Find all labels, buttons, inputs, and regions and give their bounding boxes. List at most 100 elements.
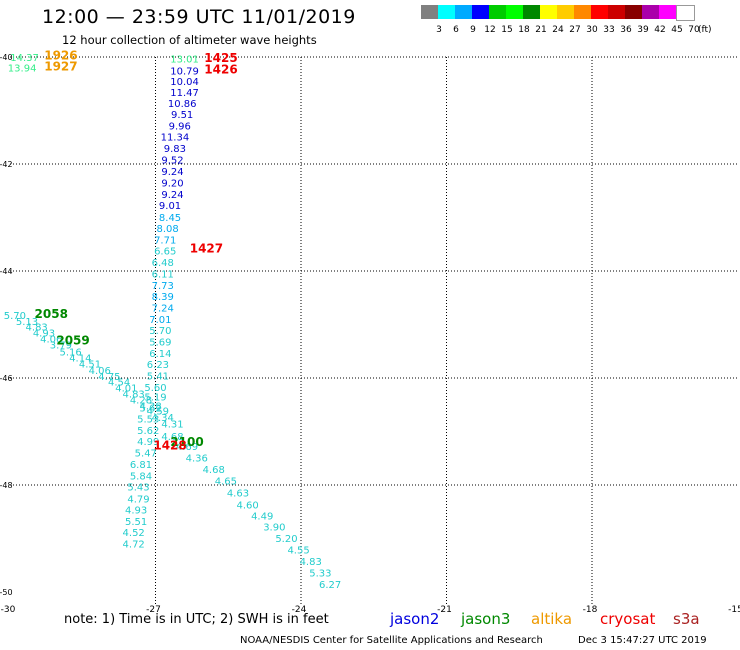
wave-height-label: 5.84	[130, 471, 152, 482]
footnote: note: 1) Time is in UTC; 2) SWH is in fe…	[64, 612, 329, 627]
y-axis-tick-label: -42	[0, 160, 13, 169]
wave-height-label: 4.60	[237, 500, 259, 511]
wave-height-label: 4.01	[115, 384, 137, 395]
scale-swatch	[455, 5, 472, 19]
x-axis-tick-label: -18	[583, 605, 598, 615]
wave-height-label: 7.71	[154, 235, 176, 246]
wave-height-label: 4.31	[161, 419, 183, 430]
wave-height-label: 4.49	[251, 511, 273, 522]
scale-swatch	[557, 5, 574, 19]
wave-height-label: 4.83	[300, 557, 322, 568]
pass-time-label: 1926	[44, 48, 77, 62]
wave-height-label: 6.23	[147, 360, 169, 371]
pass-time-label: 2059	[56, 334, 89, 348]
satellite-legend-jason3: jason3	[461, 610, 511, 628]
satellite-legend-cryosat: cryosat	[600, 610, 656, 628]
scale-label: 33	[603, 25, 615, 35]
scale-swatch	[591, 5, 608, 19]
credit-line: NOAA/NESDIS Center for Satellite Applica…	[240, 635, 543, 646]
wave-height-label: 5.47	[135, 448, 157, 459]
scale-swatch	[506, 5, 523, 19]
wave-height-label: 4.59	[147, 407, 169, 418]
x-axis-tick-label: -24	[292, 605, 307, 615]
x-axis-tick-label: -15	[728, 605, 740, 615]
wave-height-label: 5.41	[147, 371, 169, 382]
scale-label: 27	[569, 25, 581, 35]
wave-height-label: 5.70	[149, 326, 171, 337]
wave-height-label: 4.54	[108, 378, 130, 389]
wave-height-label: 8.08	[156, 224, 178, 235]
scale-swatch	[540, 5, 557, 19]
wave-height-label: 4.36	[186, 454, 208, 465]
wave-height-label: 6.27	[319, 580, 341, 591]
x-axis-tick-label: -30	[1, 605, 16, 615]
scale-label: 39	[637, 25, 649, 35]
x-axis-tick-label: -27	[146, 605, 161, 615]
scale-label: 30	[586, 25, 598, 35]
wave-height-label: 4.51	[79, 360, 101, 371]
pass-time-label: 2100	[170, 435, 203, 449]
wave-height-label: 4.06	[89, 366, 111, 377]
scale-swatch	[574, 5, 591, 19]
wave-height-label: 9.24	[161, 167, 183, 178]
scale-swatch	[676, 5, 695, 21]
wave-height-label: 4.63	[227, 488, 249, 499]
scale-swatch	[642, 5, 659, 19]
wave-height-label: 5.62	[140, 403, 162, 414]
wave-height-label: 5.13	[16, 317, 38, 328]
pass-time-label: 1428	[153, 438, 186, 452]
wave-height-label: 4.79	[127, 494, 149, 505]
scale-label: 15	[501, 25, 513, 35]
wave-height-label: 11.34	[161, 133, 190, 144]
wave-height-label: 4.93	[33, 329, 55, 340]
wave-height-label: 4.14	[69, 354, 91, 365]
wave-height-label: 14.37	[10, 53, 39, 64]
satellite-legend-s3a: s3a	[673, 610, 700, 628]
generated-timestamp: Dec 3 15:47:27 UTC 2019	[578, 635, 707, 646]
wave-height-label: 3.90	[263, 523, 285, 534]
scale-label: 24	[552, 25, 564, 35]
wave-height-label: 4.28	[130, 395, 152, 406]
wave-height-label: 7.73	[152, 281, 174, 292]
wave-height-label: 5.62	[137, 426, 159, 437]
wave-height-label: 6.48	[152, 258, 174, 269]
wave-height-label: 5.33	[309, 569, 331, 580]
scale-label: 45	[671, 25, 683, 35]
wave-height-label: 9.24	[161, 190, 183, 201]
wave-height-label: 6.11	[152, 270, 174, 281]
scale-swatch	[438, 5, 455, 19]
wave-height-label: 5.51	[125, 517, 147, 528]
wave-height-label: 5.70	[4, 311, 26, 322]
scale-swatch	[659, 5, 676, 19]
pass-time-label: 1425	[204, 51, 237, 65]
wave-height-label: 5.69	[149, 338, 171, 349]
wave-height-label: 5.53	[137, 415, 159, 426]
wave-height-label: 9.01	[159, 201, 181, 212]
wave-height-label: 4.55	[287, 546, 309, 557]
wave-height-label: 9.51	[171, 110, 193, 121]
wave-height-label: 6.14	[149, 349, 171, 360]
wave-height-label: 4.52	[123, 528, 145, 539]
wave-height-label: 10.79	[170, 66, 199, 77]
scale-swatch	[608, 5, 625, 19]
y-axis-tick-label: -50	[0, 588, 13, 597]
scale-swatch	[472, 5, 489, 19]
wave-height-label: 9.20	[161, 179, 183, 190]
pass-time-label: 1927	[44, 60, 77, 74]
wave-height-label: 9.52	[161, 156, 183, 167]
wave-height-label: 4.65	[215, 477, 237, 488]
wave-height-label: 6.65	[154, 247, 176, 258]
pass-time-label: 1426	[204, 62, 237, 76]
x-axis-tick-label: -21	[437, 605, 452, 615]
y-axis-tick-label: -44	[0, 267, 13, 276]
wave-height-label: 4.68	[203, 465, 225, 476]
scale-label: 6	[453, 25, 459, 35]
wave-height-label: 4.69	[176, 442, 198, 453]
scale-label: 42	[654, 25, 666, 35]
scale-swatch	[625, 5, 642, 19]
scale-swatch	[523, 5, 540, 19]
wave-height-label: 4.99	[137, 437, 159, 448]
page-subtitle: 12 hour collection of altimeter wave hei…	[62, 33, 317, 47]
wave-height-label: 13.94	[8, 64, 37, 75]
wave-height-label: 5.20	[275, 534, 297, 545]
